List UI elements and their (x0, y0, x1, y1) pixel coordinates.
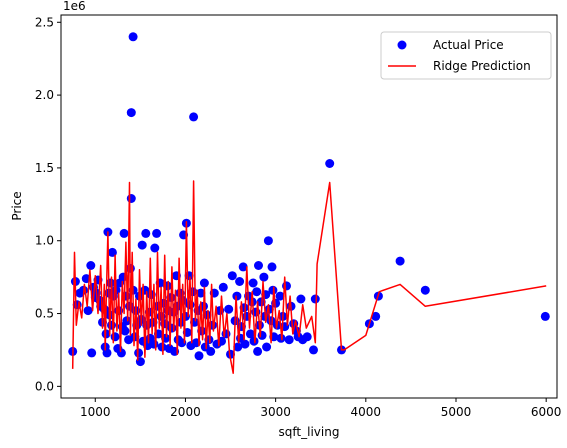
y-tick-label: 0.5 (35, 307, 54, 321)
scatter-point (232, 291, 242, 301)
scatter-point (262, 342, 272, 352)
scatter-point (224, 304, 234, 314)
scatter-point (240, 339, 250, 349)
legend: Actual Price Ridge Prediction (380, 31, 552, 80)
scatter-point (282, 281, 291, 291)
scatter-point (540, 311, 550, 321)
y-tick-label: 1.5 (35, 161, 54, 175)
scatter-point (167, 323, 177, 333)
scatter-point (227, 271, 237, 281)
scatter-point (137, 240, 147, 250)
scatter-point (252, 287, 262, 297)
y-tick-label: 1.0 (35, 234, 54, 248)
scatter-point (218, 282, 228, 292)
x-tick-label: 6000 (531, 405, 562, 419)
scatter-point (276, 333, 286, 343)
scatter-point (152, 228, 162, 238)
y-axis: 0.0 0.5 1.0 1.5 2.0 2.5 (35, 15, 61, 393)
legend-label-prediction: Ridge Prediction (433, 59, 531, 73)
scatter-point (257, 330, 267, 340)
y-axis-title: Price (10, 191, 24, 220)
scatter-point (189, 112, 199, 122)
scatter-point (226, 349, 235, 359)
scatter-point (268, 285, 278, 295)
scatter-point (267, 262, 277, 272)
plot-frame (60, 14, 558, 399)
scatter-point (110, 332, 120, 342)
scatter-point (248, 278, 258, 288)
scatter-point (259, 272, 269, 282)
scatter-point (128, 32, 138, 42)
scatter-point (275, 291, 285, 301)
y-scale-label: 1e6 (63, 0, 86, 13)
scatter-point (245, 329, 255, 339)
scatter-point (310, 294, 320, 304)
scatter-point (194, 351, 204, 361)
x-tick-label: 2000 (170, 405, 201, 419)
x-tick-label: 5000 (441, 405, 472, 419)
scatter-point (86, 261, 96, 270)
plot-content (68, 32, 550, 374)
x-tick-label: 1000 (80, 405, 111, 419)
legend-marker-actual (397, 40, 407, 50)
scatter-point (254, 261, 263, 270)
x-tick-label: 3000 (260, 405, 291, 419)
scatter-point (302, 332, 312, 342)
scatter-point (107, 247, 117, 257)
scatter-point (120, 326, 130, 336)
scatter-point (238, 262, 248, 272)
legend-label-actual: Actual Price (433, 38, 504, 52)
scatter-point (149, 339, 159, 349)
scatter-point (116, 348, 126, 358)
scatter-point (107, 320, 116, 330)
scatter-point (395, 256, 405, 266)
scatter-point (196, 288, 206, 298)
scatter-point (249, 336, 259, 346)
y-tick-label: 0.0 (35, 379, 54, 393)
legend-box (380, 31, 552, 80)
y-tick-label: 2.5 (35, 15, 54, 29)
scatter-point (206, 346, 216, 356)
scatter-point (284, 335, 294, 345)
scatter-point (102, 348, 112, 358)
scatter-point (122, 316, 132, 326)
scatter-point (235, 277, 245, 286)
scatter-point (119, 228, 129, 238)
scatter-point (325, 159, 335, 168)
scatter-point (150, 243, 160, 253)
scatter-point (233, 342, 243, 352)
scatter-point (263, 236, 273, 246)
scatter-point (199, 278, 209, 288)
x-axis: 1000 2000 3000 4000 5000 6000 (80, 398, 561, 419)
scatter-point (371, 311, 381, 321)
y-tick-label: 2.0 (35, 88, 54, 102)
scatter-point (296, 294, 306, 304)
scatter-point (87, 348, 97, 358)
x-tick-label: 4000 (351, 405, 382, 419)
scatter-point (141, 228, 151, 238)
scatter-point (134, 348, 144, 358)
scatter-point (83, 306, 93, 316)
scatter-point (420, 285, 430, 295)
prediction-line (71, 180, 547, 374)
scatter-point (309, 345, 318, 355)
scatter-point (253, 346, 263, 356)
scatter-point (126, 108, 136, 118)
scatter-point (126, 194, 136, 203)
x-axis-title: sqft_living (279, 425, 340, 439)
